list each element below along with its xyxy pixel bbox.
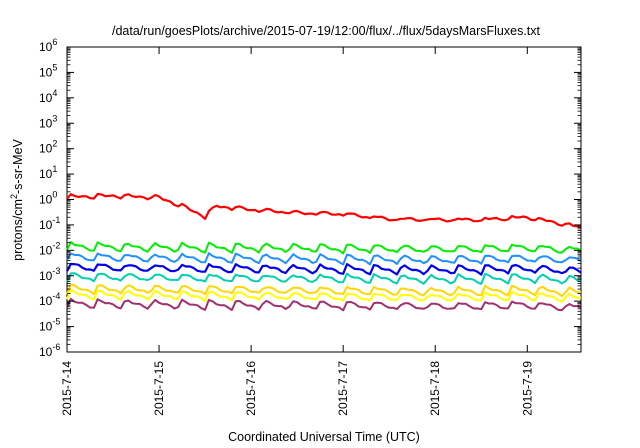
y-tick-label: 101	[39, 164, 57, 181]
series-line	[66, 283, 582, 298]
y-tick-label: 10-6	[39, 342, 60, 359]
series-line	[66, 252, 582, 266]
y-tick-label: 105	[39, 62, 57, 79]
y-tick-label: 10-3	[39, 266, 60, 283]
series-line	[66, 192, 582, 228]
y-tick-base: 10	[39, 193, 53, 207]
y-tick-exp: -1	[52, 215, 60, 225]
y-tick-exp: 5	[52, 62, 57, 72]
y-tick-base: 10	[39, 65, 53, 79]
series-line	[66, 262, 582, 276]
y-tick-label: 10-2	[39, 240, 60, 257]
y-axis-title-sup: 2	[9, 194, 19, 199]
y-tick-base: 10	[39, 320, 53, 334]
y-tick-exp: 0	[52, 190, 57, 200]
y-tick-base: 10	[39, 167, 53, 181]
y-tick-labels: 10610510410310210110010-110-210-310-410-…	[39, 37, 60, 359]
y-tick-base: 10	[39, 294, 53, 308]
y-axis-title: protons/cm2-s-sr-MeV	[9, 138, 25, 260]
y-tick-label: 100	[39, 190, 57, 207]
series-line	[66, 297, 582, 312]
y-tick-label: 102	[39, 139, 57, 156]
plot-area	[66, 46, 582, 353]
y-tick-exp: 1	[52, 164, 57, 174]
x-tick-label: 2015-7-19	[520, 361, 534, 416]
y-axis-title-rest: -s-sr-MeV	[11, 138, 25, 194]
x-tick-label: 2015-7-16	[244, 361, 258, 416]
y-tick-base: 10	[39, 116, 53, 130]
series-line	[66, 272, 582, 285]
y-tick-base: 10	[39, 243, 53, 257]
y-tick-base: 10	[39, 269, 53, 283]
y-tick-base: 10	[39, 142, 53, 156]
y-tick-label: 106	[39, 37, 57, 54]
chart-title: /data/run/goesPlots/archive/2015-07-19/1…	[112, 24, 541, 38]
x-tick-label: 2015-7-14	[60, 361, 74, 416]
x-tick-label: 2015-7-17	[336, 361, 350, 416]
series-line	[66, 241, 582, 255]
series-layer	[66, 192, 582, 312]
y-tick-exp: -2	[52, 240, 60, 250]
y-tick-exp: 4	[52, 88, 57, 98]
y-tick-exp: 6	[52, 37, 57, 47]
x-tick-label: 2015-7-18	[428, 361, 442, 416]
x-tick-label: 2015-7-15	[152, 361, 166, 416]
series-line	[66, 288, 582, 303]
y-tick-exp: -3	[52, 266, 60, 276]
y-tick-label: 103	[39, 113, 57, 130]
y-tick-base: 10	[39, 218, 53, 232]
y-tick-exp: -4	[52, 291, 60, 301]
y-tick-exp: -5	[52, 317, 60, 327]
x-tick-labels: 2015-7-14 2015-7-15 2015-7-16 2015-7-17 2015…	[60, 361, 534, 416]
y-tick-label: 10-5	[39, 317, 60, 334]
y-tick-exp: 2	[52, 139, 57, 149]
y-tick-base: 10	[39, 91, 53, 105]
y-tick-exp: -6	[52, 342, 60, 352]
y-tick-label: 10-1	[39, 215, 60, 232]
x-axis-title: Coordinated Universal Time (UTC)	[228, 430, 420, 444]
ticks-layer	[67, 47, 581, 352]
y-tick-base: 10	[39, 345, 53, 359]
y-tick-label: 104	[39, 88, 57, 105]
y-tick-label: 10-4	[39, 291, 60, 308]
y-axis-title-base: protons/cm	[11, 199, 25, 261]
y-tick-base: 10	[39, 40, 53, 54]
y-tick-exp: 3	[52, 113, 57, 123]
